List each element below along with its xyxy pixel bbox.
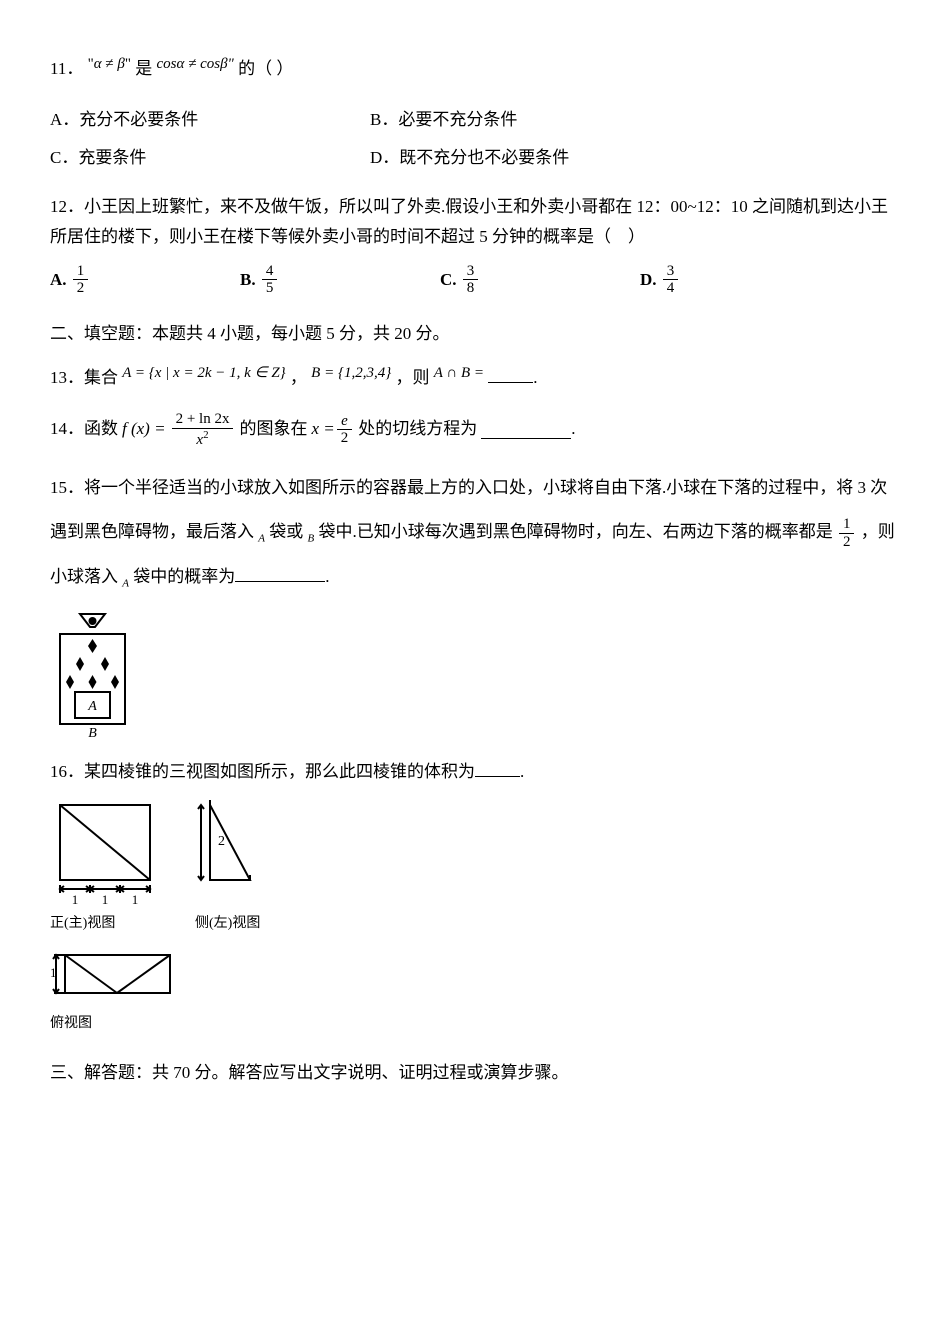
q14-tail: . (571, 414, 575, 445)
q11-rhs: cosα ≠ cosβ" (156, 56, 233, 72)
q14-fx-lhs: f (x) = (122, 414, 166, 445)
svg-text:1: 1 (132, 892, 139, 907)
q13-tail: . (533, 368, 537, 387)
q16-blank (475, 759, 520, 777)
svg-text:2: 2 (218, 834, 225, 849)
q12-fracB: 4 5 (262, 263, 278, 297)
q15-half: 1 2 (839, 516, 855, 550)
q13-comma1: ， (290, 368, 307, 387)
q12-labelC: C. (440, 265, 457, 296)
top-view-caption: 俯视图 (50, 1011, 900, 1036)
q12-optD: D. 3 4 (640, 263, 680, 297)
section2-heading: 二、填空题：本题共 4 小题，每小题 5 分，共 20 分。 (50, 319, 900, 350)
q12-labelD: D. (640, 265, 657, 296)
q13-inter: A ∩ B = (434, 365, 484, 381)
q16-stem: 16．某四棱锥的三视图如图所示，那么此四棱锥的体积为. (50, 757, 900, 788)
q11-optD: D．既不充分也不必要条件 (370, 143, 569, 174)
q12-options: A. 1 2 B. 4 5 C. 3 8 D. 3 4 (50, 263, 900, 297)
top-view: 1 俯视图 (50, 947, 900, 1036)
q11-options-row1: A．充分不必要条件 B．必要不充分条件 (50, 105, 900, 136)
svg-text:1: 1 (50, 965, 57, 980)
q13-setA: A = {x | x = 2k − 1, k ∈ Z} (122, 365, 285, 381)
q14-blank (481, 421, 571, 439)
q14-xeq: x = (311, 414, 334, 445)
q11-stem: 11． "α ≠ β" 是 cosα ≠ cosβ" 的（ ） (50, 51, 900, 85)
q15-B: B (307, 533, 314, 545)
q12-text: 小王因上班繁忙，来不及做午饭，所以叫了外卖.假设小王和外卖小哥都在 12：00~… (50, 197, 888, 247)
q16-figures-row2: 1 俯视图 (50, 947, 900, 1036)
q11-cond: "α ≠ β" (88, 56, 131, 72)
side-view-caption: 侧(左)视图 (195, 911, 275, 936)
q15-A2: A (122, 577, 129, 589)
q14-mid1: 的图象在 (239, 414, 307, 445)
q16-text: 某四棱锥的三视图如图所示，那么此四棱锥的体积为 (84, 762, 475, 781)
question-16: 16．某四棱锥的三视图如图所示，那么此四棱锥的体积为. (50, 757, 900, 1036)
q11-tail: 的（ ） (238, 59, 293, 78)
q12-stem: 12．小王因上班繁忙，来不及做午饭，所以叫了外卖.假设小王和外卖小哥都在 12：… (50, 192, 900, 253)
question-15: 15．将一个半径适当的小球放入如图所示的容器最上方的入口处，小球将自由下落.小球… (50, 466, 900, 739)
q12-optC: C. 3 8 (440, 263, 640, 297)
q13-stem: 13．集合 A = {x | x = 2k − 1, k ∈ Z} ， B = … (50, 360, 900, 394)
q14-fx-den: x2 (192, 429, 212, 449)
q16-figures-row1: 1 1 1 正(主)视图 2 侧(左)视图 (50, 797, 900, 936)
q13-num: 13．集合 (50, 368, 118, 387)
q11-optA: A．充分不必要条件 (50, 105, 370, 136)
front-view: 1 1 1 正(主)视图 (50, 797, 165, 936)
q12-labelB: B. (240, 265, 256, 296)
q14-e2-frac: e 2 (337, 413, 353, 447)
q11-mid: 是 (135, 59, 152, 78)
q12-fracD: 3 4 (663, 263, 679, 297)
q14-num: 14．函数 (50, 414, 118, 445)
fig-label-A: A (87, 699, 97, 714)
q16-tail: . (520, 762, 524, 781)
q12-fracA: 1 2 (73, 263, 89, 297)
q15-p5: 袋中的概率为 (133, 567, 235, 586)
svg-text:1: 1 (102, 892, 109, 907)
q14-fx-frac: 2 + ln 2x x2 (172, 411, 234, 448)
q15-p3: 袋中.已知小球每次遇到黑色障碍物时，向左、右两边下落的概率都是 (318, 522, 832, 541)
q12-num: 12． (50, 197, 84, 216)
question-12: 12．小王因上班繁忙，来不及做午饭，所以叫了外卖.假设小王和外卖小哥都在 12：… (50, 192, 900, 297)
galton-board-icon: A B (50, 609, 135, 739)
svg-text:1: 1 (72, 892, 79, 907)
fig-label-B: B (88, 726, 97, 739)
question-13: 13．集合 A = {x | x = 2k − 1, k ∈ Z} ， B = … (50, 360, 900, 394)
q11-optB: B．必要不充分条件 (370, 105, 517, 136)
q11-options-row2: C．充要条件 D．既不充分也不必要条件 (50, 143, 900, 174)
q12-fracC: 3 8 (463, 263, 479, 297)
q15-figure: A B (50, 609, 900, 739)
q11-optC: C．充要条件 (50, 143, 370, 174)
top-view-icon: 1 (50, 947, 180, 1007)
q11-num: 11． (50, 59, 83, 78)
q15-p2: 袋或 (269, 522, 303, 541)
q12-labelA: A. (50, 265, 67, 296)
q14-stem: 14．函数 f (x) = 2 + ln 2x x2 的图象在 x = e 2 … (50, 411, 900, 448)
q12-optA: A. 1 2 (50, 263, 240, 297)
q16-num: 16． (50, 762, 84, 781)
question-14: 14．函数 f (x) = 2 + ln 2x x2 的图象在 x = e 2 … (50, 411, 900, 448)
q13-setB: B = {1,2,3,4} (311, 365, 391, 381)
q15-A1: A (258, 533, 265, 545)
q15-stem: 15．将一个半径适当的小球放入如图所示的容器最上方的入口处，小球将自由下落.小球… (50, 466, 900, 599)
q15-tail: . (325, 567, 329, 586)
q14-mid2: 处的切线方程为 (358, 414, 477, 445)
side-view-icon: 2 (195, 797, 275, 907)
q14-fx-num: 2 + ln 2x (172, 411, 234, 429)
q15-num: 15． (50, 478, 84, 497)
front-view-icon: 1 1 1 (50, 797, 165, 907)
q13-blank (488, 365, 533, 383)
side-view: 2 侧(左)视图 (195, 797, 275, 936)
front-view-caption: 正(主)视图 (50, 911, 165, 936)
q15-blank (235, 564, 325, 582)
question-11: 11． "α ≠ β" 是 cosα ≠ cosβ" 的（ ） A．充分不必要条… (50, 51, 900, 174)
q12-optB: B. 4 5 (240, 263, 440, 297)
q13-mid: ，则 (395, 368, 429, 387)
section3-heading: 三、解答题：共 70 分。解答应写出文字说明、证明过程或演算步骤。 (50, 1058, 900, 1089)
